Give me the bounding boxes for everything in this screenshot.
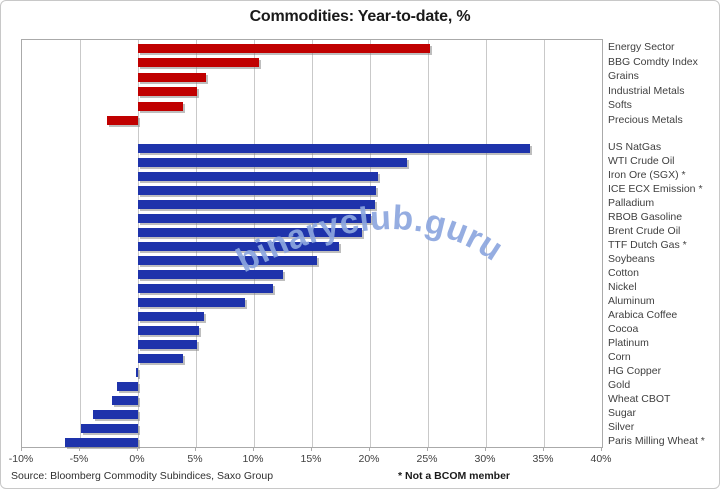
label-wti-crude-oil: WTI Crude Oil <box>608 155 675 167</box>
label-softs: Softs <box>608 99 632 112</box>
x-tick-label-15: 15% <box>300 453 322 465</box>
label-silver: Silver <box>608 421 635 433</box>
label-us-natgas: US NatGas <box>608 141 662 153</box>
x-tick-label-40: 40% <box>590 453 612 465</box>
label-platinum: Platinum <box>608 337 649 349</box>
x-tick--10 <box>21 447 22 451</box>
label-hg-copper: HG Copper <box>608 365 662 377</box>
label-wheat-cbot: Wheat CBOT <box>608 393 671 405</box>
label-cotton: Cotton <box>608 267 639 279</box>
x-tick-label-20: 20% <box>358 453 380 465</box>
x-tick-label-35: 35% <box>532 453 554 465</box>
x-tick-label-0: 0% <box>129 453 145 465</box>
label-grains: Grains <box>608 70 639 83</box>
label-ice-ecx-emission: ICE ECX Emission * <box>608 183 703 195</box>
bar-cocoa <box>138 325 200 335</box>
bar-bbg-comdty-index <box>138 58 259 68</box>
x-tick-15 <box>311 447 312 451</box>
bar-us-natgas <box>138 143 531 153</box>
label-nickel: Nickel <box>608 281 637 293</box>
label-energy-sector: Energy Sector <box>608 41 675 54</box>
bar-hg-copper <box>135 367 138 377</box>
label-bbg-comdty-index: BBG Comdty Index <box>608 55 698 68</box>
x-tick-5 <box>195 447 196 451</box>
label-palladium: Palladium <box>608 197 655 209</box>
gridline--5 <box>79 40 81 447</box>
bar-precious-metals <box>106 116 138 126</box>
label-arabica-coffee: Arabica Coffee <box>608 309 678 321</box>
bar-arabica-coffee <box>138 311 205 321</box>
label-paris-milling-wheat: Paris Milling Wheat * <box>608 435 705 447</box>
bar-platinum <box>138 339 198 349</box>
bar-sugar <box>92 409 138 419</box>
plot-area <box>21 39 603 448</box>
bar-industrial-metals <box>138 87 198 97</box>
bar-gold <box>117 381 138 391</box>
bar-brent-crude-oil <box>138 227 362 237</box>
label-iron-ore-sgx: Iron Ore (SGX) * <box>608 169 686 181</box>
x-tick--5 <box>79 447 80 451</box>
bar-ttf-dutch-gas <box>138 241 339 251</box>
x-tick-25 <box>427 447 428 451</box>
bar-soybeans <box>138 255 317 265</box>
bar-iron-ore-sgx <box>138 171 379 181</box>
x-tick-label-30: 30% <box>474 453 496 465</box>
chart-title: Commodities: Year-to-date, % <box>249 8 471 25</box>
label-precious-metals: Precious Metals <box>608 113 683 126</box>
label-brent-crude-oil: Brent Crude Oil <box>608 225 681 237</box>
x-tick-10 <box>253 447 254 451</box>
bar-rbob-gasoline <box>138 213 372 223</box>
gridline-30 <box>485 40 487 447</box>
gridline-25 <box>427 40 429 447</box>
bar-grains <box>138 72 207 82</box>
x-tick-label-5: 5% <box>187 453 203 465</box>
x-tick-35 <box>543 447 544 451</box>
label-aluminum: Aluminum <box>608 295 655 307</box>
label-rbob-gasoline: RBOB Gasoline <box>608 211 683 223</box>
bar-cotton <box>138 269 283 279</box>
x-tick-label-10: 10% <box>242 453 264 465</box>
bar-softs <box>138 101 184 111</box>
bar-silver <box>81 423 138 433</box>
label-cocoa: Cocoa <box>608 323 639 335</box>
bar-energy-sector <box>138 43 431 53</box>
label-sugar: Sugar <box>608 407 637 419</box>
bar-paris-milling-wheat <box>64 437 138 447</box>
label-gold: Gold <box>608 379 631 391</box>
x-tick-40 <box>601 447 602 451</box>
bar-aluminum <box>138 297 245 307</box>
x-tick-label--10: -10% <box>8 453 34 465</box>
bar-corn <box>138 353 184 363</box>
label-corn: Corn <box>608 351 631 363</box>
source-note: Source: Bloomberg Commodity Subindices, … <box>11 470 274 482</box>
bcom-footnote: * Not a BCOM member <box>398 470 511 482</box>
bar-palladium <box>138 199 375 209</box>
gridline-20 <box>369 40 371 447</box>
bar-ice-ecx-emission <box>138 185 376 195</box>
label-industrial-metals: Industrial Metals <box>608 84 685 97</box>
x-tick-label-25: 25% <box>416 453 438 465</box>
label-soybeans: Soybeans <box>608 253 655 265</box>
x-tick-label--5: -5% <box>69 453 89 465</box>
bar-wheat-cbot <box>112 395 138 405</box>
gridline-35 <box>543 40 545 447</box>
x-tick-0 <box>137 447 138 451</box>
x-tick-20 <box>369 447 370 451</box>
bar-wti-crude-oil <box>138 157 408 167</box>
category-labels: Energy Sector BBG Comdty Index Grains Indus… <box>608 39 719 447</box>
x-tick-30 <box>485 447 486 451</box>
bar-nickel <box>138 283 273 293</box>
label-ttf-dutch-gas: TTF Dutch Gas * <box>608 239 687 251</box>
